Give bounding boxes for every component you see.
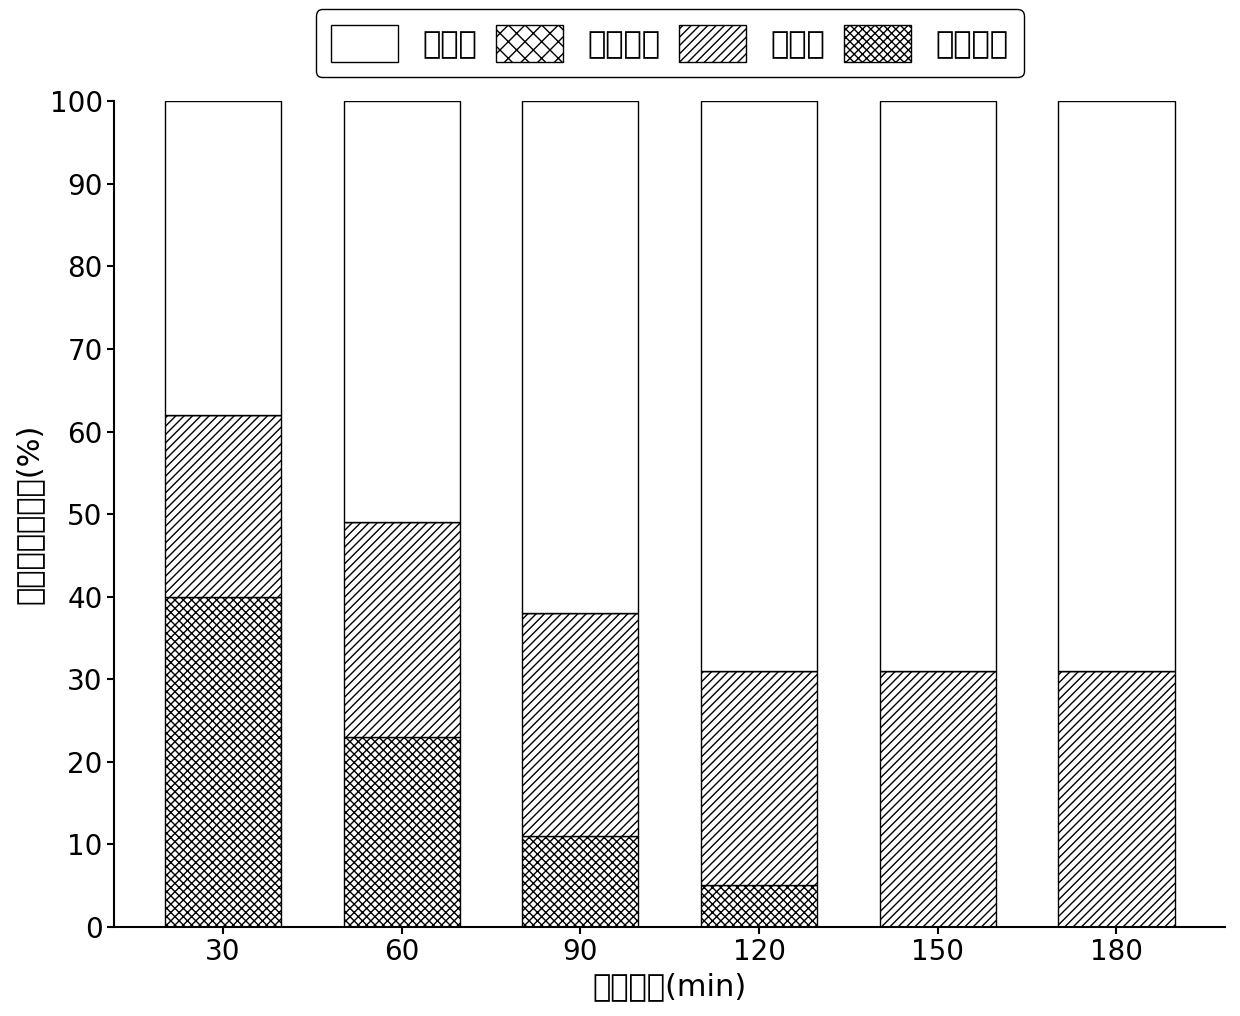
Bar bbox=[343, 102, 460, 522]
Legend: 气态氮, 亚确态氮, 确态氮, 剩余氨氮: 气态氮, 亚确态氮, 确态氮, 剩余氨氮 bbox=[316, 9, 1023, 77]
Bar bbox=[701, 671, 817, 885]
Bar bbox=[165, 415, 281, 596]
Bar bbox=[1059, 102, 1174, 671]
Bar bbox=[522, 836, 639, 927]
Bar bbox=[701, 102, 817, 671]
Bar bbox=[701, 885, 817, 927]
Bar bbox=[343, 737, 460, 927]
Bar bbox=[522, 102, 639, 613]
Bar bbox=[522, 613, 639, 836]
Bar bbox=[343, 522, 460, 737]
Y-axis label: 反应后氮百分比(%): 反应后氮百分比(%) bbox=[15, 424, 43, 605]
X-axis label: 反应时间(min): 反应时间(min) bbox=[593, 972, 746, 1001]
Bar bbox=[165, 596, 281, 927]
Bar bbox=[1059, 671, 1174, 927]
Bar bbox=[879, 102, 996, 671]
Bar bbox=[165, 102, 281, 415]
Bar bbox=[879, 671, 996, 927]
